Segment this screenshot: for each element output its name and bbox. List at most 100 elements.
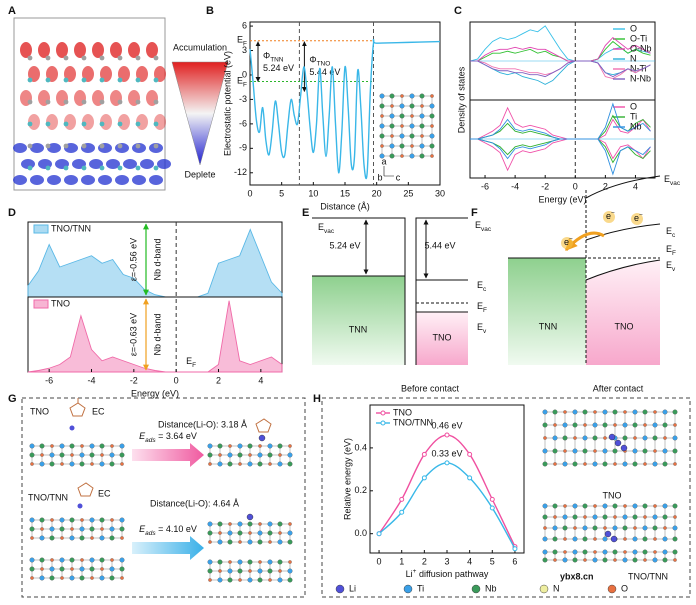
atom [602, 422, 608, 428]
atom [287, 577, 293, 583]
li-atom [608, 433, 616, 441]
line-series [249, 39, 441, 180]
tnn-block [508, 258, 586, 365]
atom [70, 527, 74, 531]
atom [542, 536, 548, 542]
atom [277, 443, 283, 449]
y-tick-label: -3 [239, 94, 247, 104]
x-tick-label: 30 [435, 188, 445, 198]
atom [380, 114, 384, 118]
band-curves [508, 175, 661, 281]
band-gap-label: 5.24 eV [329, 240, 360, 250]
atom [582, 435, 588, 441]
atom [653, 537, 657, 541]
label-part: F [483, 307, 487, 314]
atom [30, 536, 34, 540]
atom [429, 143, 435, 149]
inset-axis-label: b [377, 172, 382, 182]
atom [59, 526, 65, 532]
atom [39, 557, 45, 563]
atom [63, 121, 69, 127]
atom [69, 575, 75, 581]
atom [69, 443, 75, 449]
atom [153, 99, 159, 105]
atom [410, 114, 414, 118]
atom [672, 525, 678, 531]
annotation: ε=-0.63 eV [128, 313, 138, 356]
atom [582, 448, 588, 454]
x-tick-label: 2 [422, 556, 427, 566]
atom [81, 165, 87, 171]
charge-blob [13, 143, 27, 153]
annotation: ε=-0.56 eV [128, 238, 138, 281]
legend-label: N-Ti [630, 63, 647, 73]
atom [45, 99, 51, 105]
atom [602, 514, 608, 520]
atom [117, 143, 123, 149]
atom [582, 503, 588, 509]
colorbar-label: Deplete [184, 169, 215, 179]
molecule-label: EC [98, 488, 111, 498]
label-part: E [666, 226, 672, 236]
atom [603, 526, 607, 530]
dos-line [470, 40, 651, 62]
charge-blob [132, 175, 146, 185]
tnn-block [312, 276, 405, 365]
atom [79, 461, 85, 467]
atom [389, 143, 395, 149]
x-tick-label: 0 [247, 188, 252, 198]
marker [421, 475, 427, 481]
atom [29, 443, 35, 449]
atom [573, 526, 577, 530]
atom [30, 576, 34, 580]
atom [390, 104, 394, 108]
atom [117, 99, 123, 105]
atom [653, 504, 657, 508]
dos-line [470, 36, 651, 62]
atom [379, 93, 385, 99]
atom [49, 575, 55, 581]
colorbar [171, 61, 229, 166]
atom [278, 531, 282, 535]
atom [29, 566, 35, 572]
charge-blob [157, 159, 171, 169]
atom [208, 462, 212, 466]
atom [89, 443, 95, 449]
atom [409, 153, 415, 159]
atom [582, 409, 588, 415]
atom [288, 560, 292, 564]
atom [100, 527, 104, 531]
atom [277, 521, 283, 527]
label-part: − [639, 212, 643, 219]
atom [80, 558, 84, 562]
atom [389, 93, 395, 99]
atom [602, 461, 608, 467]
atom [228, 522, 232, 526]
legend-atom [335, 584, 345, 594]
x-tick-label: 15 [340, 188, 350, 198]
atom [238, 540, 242, 544]
atom [227, 452, 233, 458]
legend-marker [380, 420, 386, 426]
atom [642, 525, 648, 531]
atom [652, 435, 658, 441]
charge-blob [74, 42, 86, 58]
x-tick-label: 20 [372, 188, 382, 198]
atom [89, 452, 95, 458]
atom [672, 549, 678, 555]
molecule [77, 482, 94, 497]
atom [430, 94, 434, 98]
atom [400, 124, 404, 128]
atom [258, 444, 262, 448]
atom [409, 93, 415, 99]
atom [50, 518, 54, 522]
atom [553, 462, 557, 466]
arrow [132, 536, 204, 560]
charge-blob [92, 42, 104, 58]
atom [287, 530, 293, 536]
structure-label: TNO/TNN [628, 571, 668, 581]
atom [99, 77, 105, 83]
molecule-label: EC [92, 406, 105, 416]
atom [81, 55, 87, 61]
atom [673, 558, 677, 562]
